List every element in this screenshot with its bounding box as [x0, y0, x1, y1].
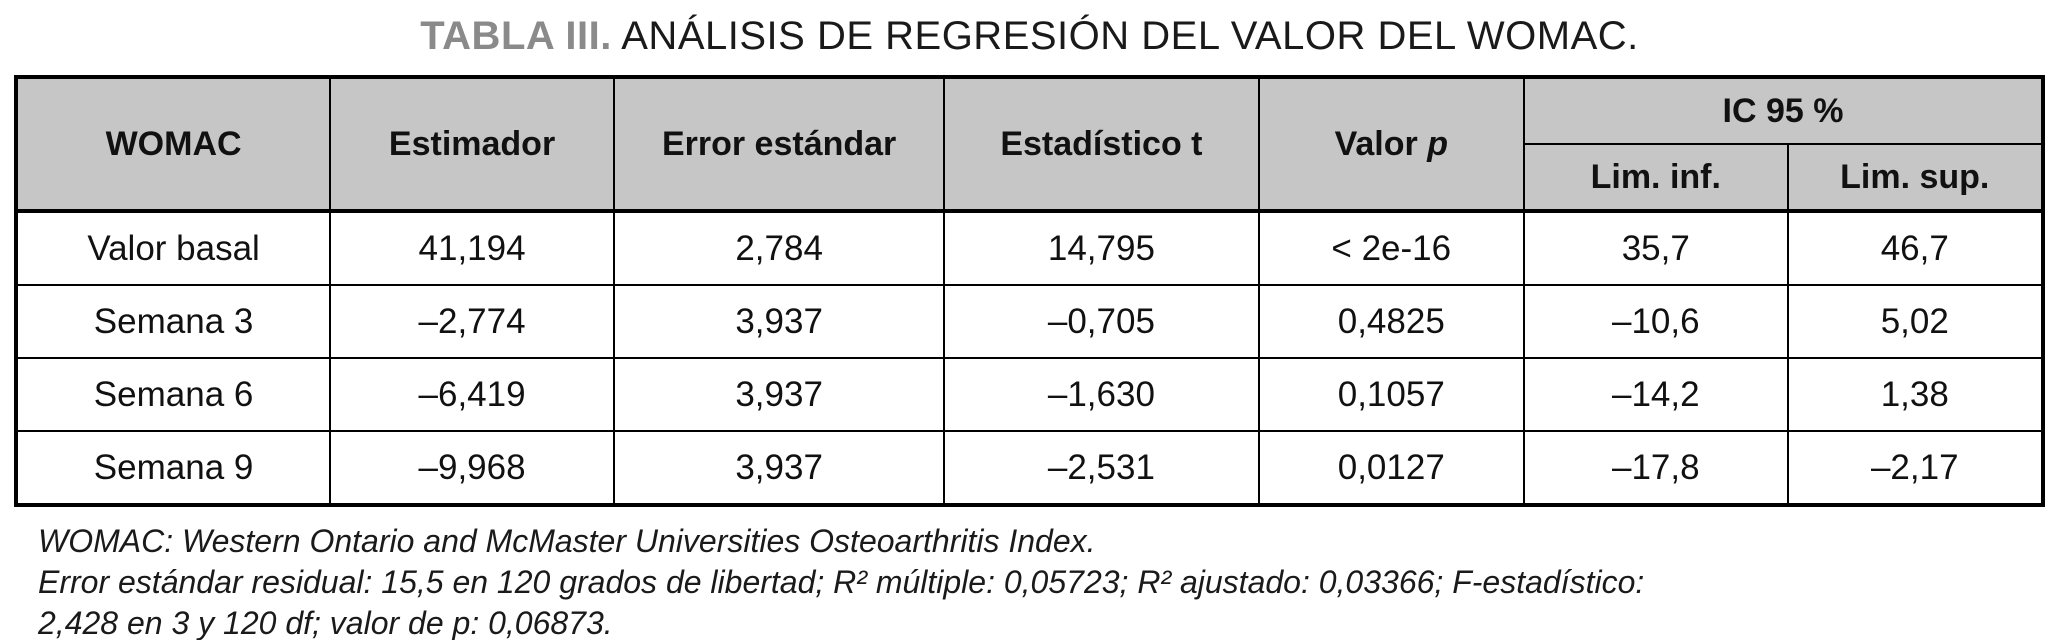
cell-estadistico-t: 14,795 [943, 209, 1260, 286]
cell-estadistico-t: –2,531 [943, 430, 1260, 506]
cell-error-estandar: 2,784 [612, 209, 946, 286]
cell-lim-inf: –10,6 [1523, 284, 1789, 359]
cell-lim-sup: 46,7 [1786, 209, 2045, 286]
table-footnotes: WOMAC: Western Ontario and McMaster Univ… [38, 521, 2059, 640]
page-title: TABLA III. ANÁLISIS DE REGRESIÓN DEL VAL… [0, 14, 2059, 59]
col-header-lim-sup: Lim. sup. [1786, 143, 2045, 212]
valor-p-prefix: Valor [1334, 124, 1418, 163]
footnote-womac-definition: WOMAC: Western Ontario and McMaster Univ… [38, 523, 1096, 559]
col-header-estimador: Estimador [329, 76, 615, 212]
cell-estimador: 41,194 [329, 209, 615, 286]
cell-valor-p: < 2e-16 [1257, 209, 1526, 286]
table-number-label: TABLA III. [420, 14, 612, 58]
cell-error-estandar: 3,937 [612, 430, 946, 506]
col-header-womac: WOMAC [14, 76, 332, 212]
header-row-top: WOMAC Estimador Error estándar Estadísti… [14, 76, 2044, 212]
col-header-estadistico-t: Estadístico t [943, 76, 1260, 212]
cell-estimador: –6,419 [329, 357, 615, 432]
cell-label: Semana 6 [14, 357, 332, 432]
cell-error-estandar: 3,937 [612, 357, 946, 432]
col-header-valor-p: Valor p [1257, 76, 1526, 212]
table-row-semana-3: Semana 3 –2,774 3,937 –0,705 0,4825 –10,… [14, 284, 2045, 359]
cell-lim-sup: –2,17 [1786, 430, 2045, 506]
page: TABLA III. ANÁLISIS DE REGRESIÓN DEL VAL… [0, 14, 2059, 640]
footnote-model-stats-line1: Error estándar residual: 15,5 en 120 gra… [38, 564, 1645, 600]
table-row-semana-9: Semana 9 –9,968 3,937 –2,531 0,0127 –17,… [14, 430, 2045, 506]
col-header-lim-inf: Lim. inf. [1523, 143, 1789, 212]
cell-valor-p: 0,4825 [1257, 284, 1526, 359]
cell-valor-p: 0,0127 [1257, 430, 1526, 506]
regression-table: WOMAC Estimador Error estándar Estadísti… [14, 75, 2045, 507]
table-title-text: ANÁLISIS DE REGRESIÓN DEL VALOR DEL WOMA… [621, 14, 1639, 58]
footnote-model-stats-line2: 2,428 en 3 y 120 df; valor de p: 0,06873… [38, 605, 613, 640]
table-row-semana-6: Semana 6 –6,419 3,937 –1,630 0,1057 –14,… [14, 357, 2045, 432]
cell-estimador: –2,774 [329, 284, 615, 359]
cell-error-estandar: 3,937 [612, 284, 946, 359]
cell-estadistico-t: –0,705 [943, 284, 1260, 359]
cell-lim-inf: –14,2 [1523, 357, 1789, 432]
cell-estimador: –9,968 [329, 430, 615, 506]
col-header-ic95: IC 95 % [1523, 76, 2044, 145]
cell-label: Semana 3 [14, 284, 332, 359]
cell-lim-sup: 1,38 [1786, 357, 2045, 432]
cell-label: Valor basal [14, 209, 332, 286]
col-header-error-estandar: Error estándar [612, 76, 946, 212]
cell-lim-sup: 5,02 [1786, 284, 2045, 359]
cell-valor-p: 0,1057 [1257, 357, 1526, 432]
cell-estadistico-t: –1,630 [943, 357, 1260, 432]
header-row-sub: Lim. inf. Lim. sup. [16, 143, 2045, 212]
cell-lim-inf: –17,8 [1523, 430, 1789, 506]
cell-label: Semana 9 [14, 430, 332, 506]
valor-p-italic: p [1427, 124, 1448, 163]
cell-lim-inf: 35,7 [1523, 209, 1789, 286]
table-row-valor-basal: Valor basal 41,194 2,784 14,795 < 2e-16 … [14, 209, 2045, 286]
